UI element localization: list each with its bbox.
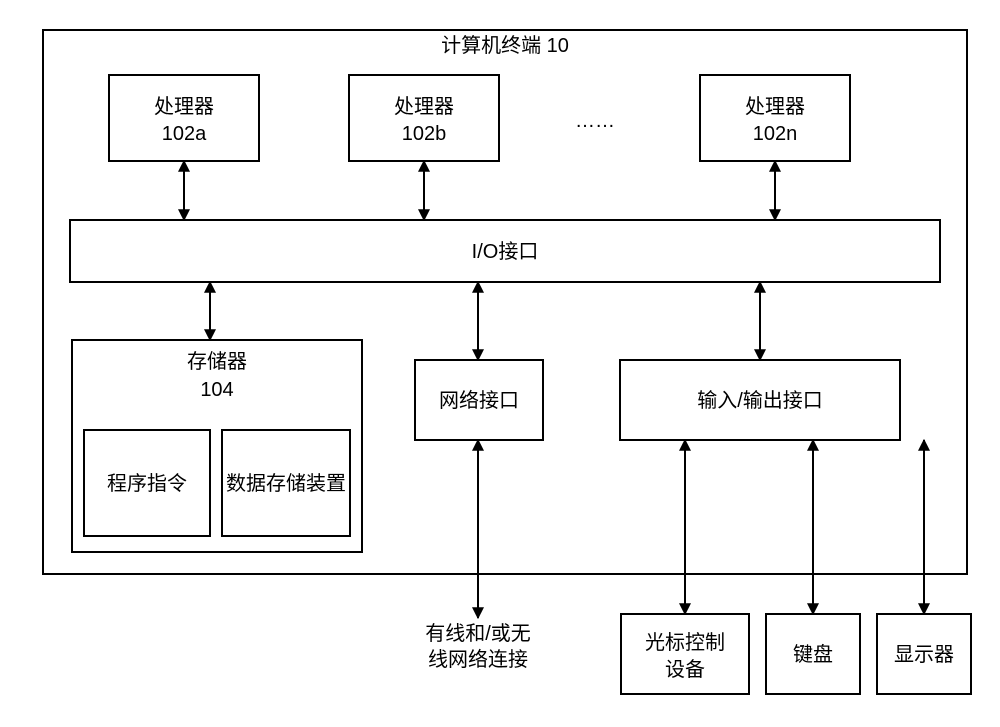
node-display: 显示器 bbox=[877, 614, 971, 694]
svg-text:I/O接口: I/O接口 bbox=[472, 240, 539, 263]
svg-text:处理器: 处理器 bbox=[154, 95, 214, 118]
svg-text:程序指令: 程序指令 bbox=[107, 472, 187, 495]
svg-text:102b: 102b bbox=[402, 123, 447, 145]
svg-text:输入/输出接口: 输入/输出接口 bbox=[697, 389, 823, 412]
svg-text:线网络连接: 线网络连接 bbox=[428, 648, 528, 671]
svg-text:设备: 设备 bbox=[665, 658, 705, 681]
node-memory-sub-program: 程序指令 bbox=[84, 430, 210, 536]
node-memory: 存储器 104 bbox=[72, 340, 362, 552]
node-keyboard: 键盘 bbox=[766, 614, 860, 694]
diagram-canvas: 计算机终端 10 处理器 102a 处理器 102b …… 处理器 102n I… bbox=[0, 0, 1000, 727]
svg-text:104: 104 bbox=[200, 379, 233, 401]
svg-text:102a: 102a bbox=[162, 123, 207, 145]
node-processor-b: 处理器 102b bbox=[349, 75, 499, 161]
svg-text:处理器: 处理器 bbox=[394, 95, 454, 118]
svg-text:有线和/或无: 有线和/或无 bbox=[425, 622, 531, 645]
svg-text:键盘: 键盘 bbox=[793, 643, 833, 666]
node-io-interface: I/O接口 bbox=[70, 220, 940, 282]
node-network-interface: 网络接口 bbox=[415, 360, 543, 440]
svg-text:光标控制: 光标控制 bbox=[645, 631, 725, 654]
svg-text:数据存储装置: 数据存储装置 bbox=[226, 472, 346, 495]
node-io-port: 输入/输出接口 bbox=[620, 360, 900, 440]
node-memory-sub-storage: 数据存储装置 bbox=[222, 430, 350, 536]
svg-text:显示器: 显示器 bbox=[894, 644, 954, 666]
node-processor-a: 处理器 102a bbox=[109, 75, 259, 161]
svg-text:处理器: 处理器 bbox=[745, 95, 805, 118]
svg-text:网络接口: 网络接口 bbox=[439, 389, 519, 412]
svg-text:102n: 102n bbox=[753, 123, 798, 145]
svg-text:存储器: 存储器 bbox=[187, 350, 247, 373]
ellipsis-text: …… bbox=[575, 110, 615, 132]
label-network-connection: 有线和/或无 线网络连接 bbox=[425, 622, 531, 671]
node-cursor-device: 光标控制 设备 bbox=[621, 614, 749, 694]
node-processor-n: 处理器 102n bbox=[700, 75, 850, 161]
title-text: 计算机终端 10 bbox=[441, 34, 569, 57]
